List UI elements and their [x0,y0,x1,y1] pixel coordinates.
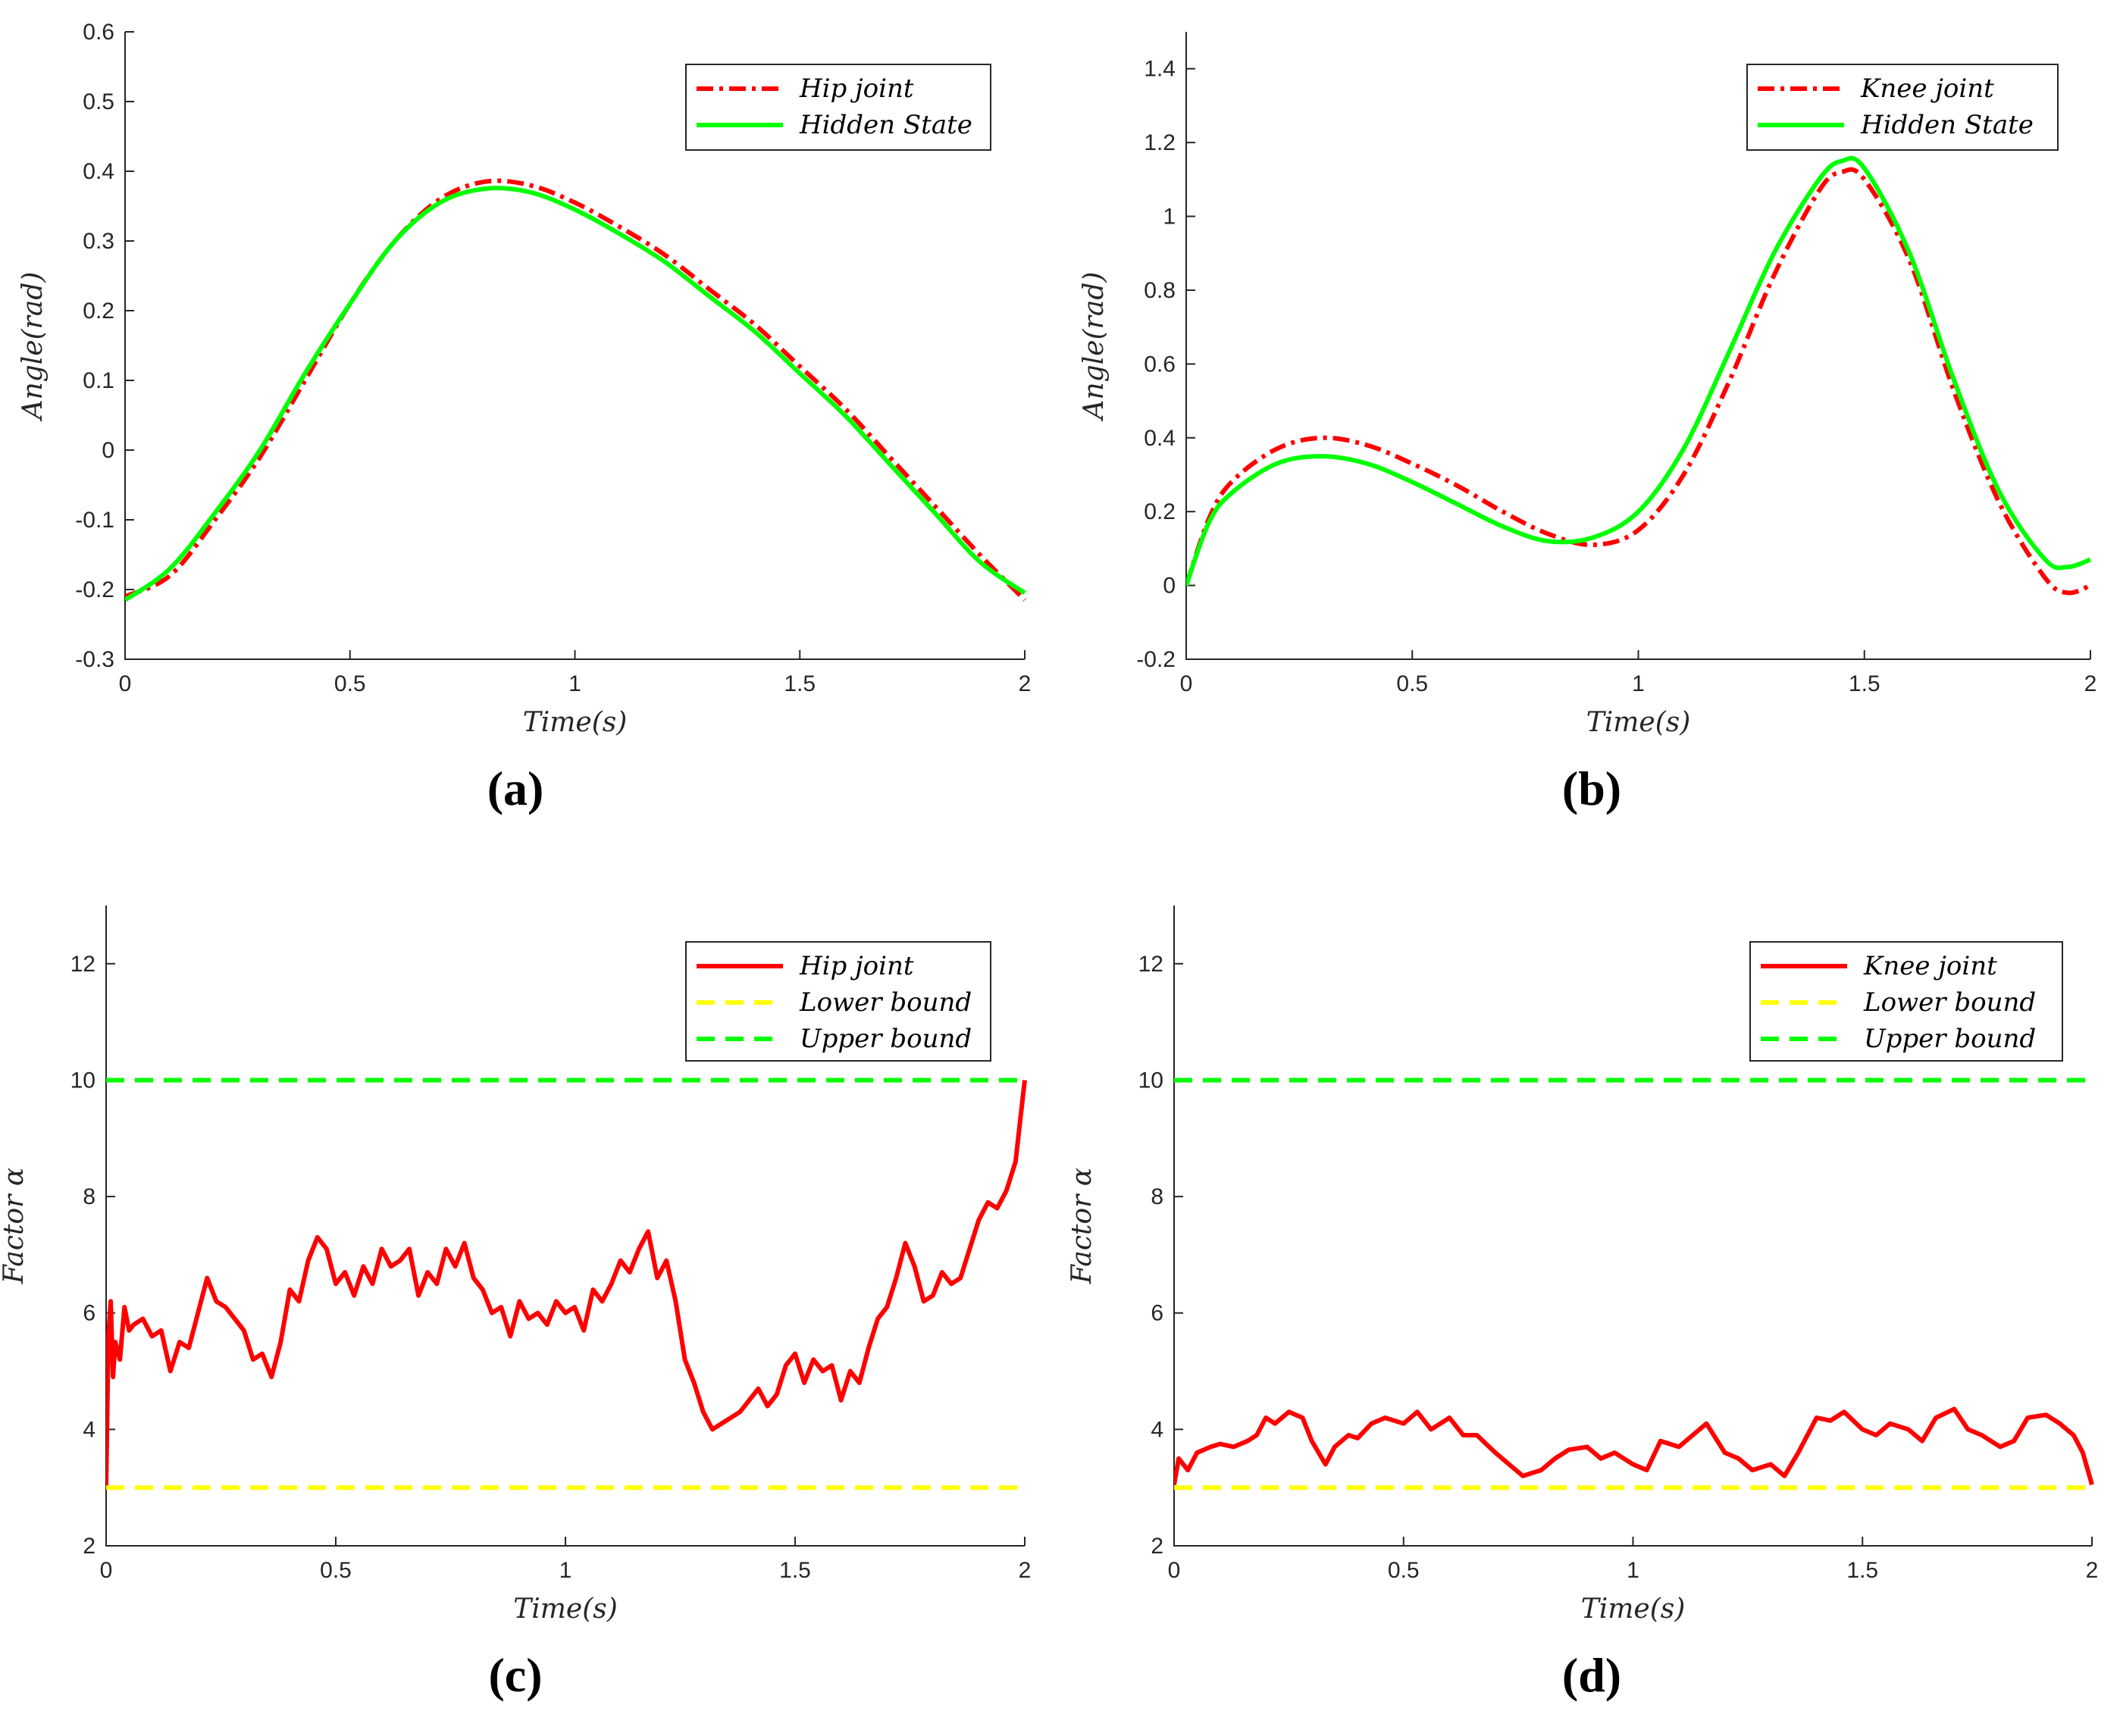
panel-caption: (c) [488,1648,542,1702]
y-tick-label: -0.1 [75,508,114,533]
legend-box [1746,64,2059,151]
x-tick-label: 1 [1632,671,1645,696]
legend-label: Upper bound [800,1024,972,1054]
x-tick-label: 1.5 [1846,1558,1878,1583]
x-tick-label: 1.5 [784,671,816,696]
y-tick-label: 0.3 [83,229,114,254]
series-line-hip-joint [125,178,1027,602]
x-tick-label: 0.5 [334,671,366,696]
legend-b: Knee joint Hidden State [1746,64,2059,151]
x-tick-label: 1 [568,671,581,696]
series-line-knee-joint [1174,1406,2094,1486]
y-tick-label: -0.3 [75,647,114,672]
y-tick-label: 2 [83,1534,96,1559]
x-tick-label: 0 [1180,671,1193,696]
legend-label: Lower bound [1863,987,2036,1018]
legend-label: Hidden State [1860,110,2034,140]
x-tick-label: 2 [1019,1558,1032,1583]
y-tick-label: 0.4 [83,159,114,184]
y-tick-label: 6 [83,1301,96,1326]
y-tick-label: -0.2 [1136,647,1176,672]
y-tick-label: 0.1 [83,368,114,393]
y-tick-label: 0.6 [83,20,114,45]
x-tick-label: 2 [2086,1558,2099,1583]
x-tick-label: 1 [559,1558,572,1583]
x-axis-label: Time(s) [523,707,628,738]
panel-caption: (b) [1562,762,1621,815]
legend-a: Hip joint Hidden State [685,64,991,151]
chart-d: 0 0.5 1 1.5 2 2 4 6 8 10 12 Time(s) Factor α Knee joi… [1066,906,2098,1702]
x-tick-label: 2 [1019,671,1032,696]
y-tick-label: 0.2 [1144,499,1176,524]
series-line-knee-joint [1186,167,2092,596]
y-tick-label: 0.2 [83,299,114,324]
series-line-hip-joint [106,1080,1027,1488]
y-tick-label: 10 [70,1068,96,1093]
y-tick-label: 0.8 [1144,278,1176,303]
y-tick-label: 10 [1138,1068,1163,1093]
y-tick-label: -0.2 [75,577,114,602]
chart-a: 0 0.5 1 1.5 2 -0.3 -0.2 -0.1 0 0.1 0.2 0.3 0.4 0.5 0.6… [17,20,1031,815]
x-axis-label: Time(s) [1581,1594,1686,1625]
y-tick-label: 2 [1151,1534,1163,1559]
y-tick-label: 0 [1163,574,1176,599]
legend-d: Knee joint Lower bound Upper bound [1749,941,2063,1062]
y-axis-label: Factor α [1066,1168,1098,1284]
legend-c: Hip joint Lower bound Upper bound [685,941,991,1062]
x-axis-label: Time(s) [513,1594,618,1625]
y-tick-label: 0.4 [1144,426,1176,451]
y-tick-label: 12 [1138,952,1163,977]
series-line-hidden-state [125,186,1026,602]
y-tick-label: 1 [1163,205,1176,230]
y-tick-label: 0 [102,438,114,463]
x-tick-label: 0 [119,671,132,696]
y-tick-label: 1.2 [1144,130,1176,155]
x-tick-label: 0.5 [1396,671,1428,696]
x-tick-label: 1.5 [1849,671,1880,696]
legend-label: Knee joint [1860,74,1994,104]
legend-box [685,64,991,151]
y-tick-label: 4 [1151,1417,1163,1442]
legend-label: Hidden State [799,110,972,140]
y-tick-label: 0.5 [83,89,114,114]
x-tick-label: 1.5 [779,1558,811,1583]
y-tick-label: 8 [1151,1184,1163,1209]
x-axis-label: Time(s) [1586,707,1691,738]
legend-label: Knee joint [1863,951,1997,981]
x-tick-label: 1 [1627,1558,1639,1583]
x-tick-label: 0 [100,1558,113,1583]
x-tick-label: 0.5 [320,1558,352,1583]
chart-c: 0 0.5 1 1.5 2 2 4 6 8 10 12 Time(s) Factor α Hip join… [0,906,1031,1702]
y-tick-label: 4 [83,1417,96,1442]
panel-caption: (a) [487,762,544,815]
y-tick-label: 8 [83,1184,96,1209]
y-axis-label: Angle(rad) [17,272,49,422]
y-axis-label: Factor α [0,1168,30,1284]
legend-label: Upper bound [1864,1024,2036,1054]
x-tick-label: 2 [2084,671,2097,696]
chart-b: 0 0.5 1 1.5 2-0.200.20.40.60.811.21.4Time(s)… [1079,32,2097,815]
panel-caption: (d) [1562,1648,1621,1702]
y-tick-label: 12 [70,952,96,977]
x-tick-label: 0 [1168,1558,1181,1583]
y-tick-label: 0.6 [1144,352,1176,377]
legend-label: Hip joint [799,951,914,981]
legend-label: Hip joint [799,74,914,104]
x-tick-label: 0.5 [1388,1558,1420,1583]
y-tick-label: 6 [1151,1301,1163,1326]
y-tick-label: 1.4 [1144,57,1176,82]
y-axis-label: Angle(rad) [1079,272,1110,422]
series-line-hidden-state [1186,155,2092,586]
legend-label: Lower bound [799,987,972,1018]
